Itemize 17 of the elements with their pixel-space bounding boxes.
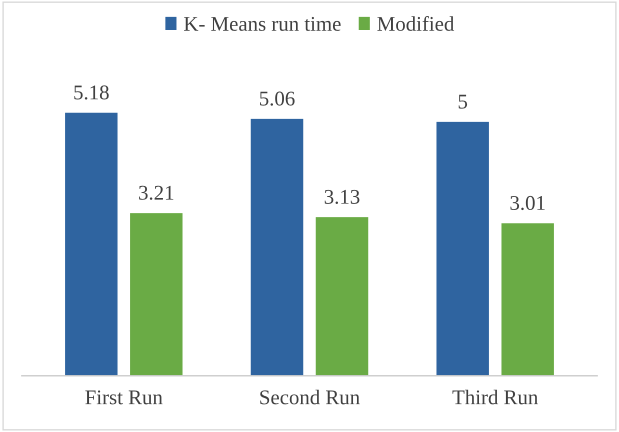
x-tick-label: First Run [85,390,163,404]
data-label: 5.06 [260,92,295,106]
data-label: 3.21 [139,186,174,200]
bar [64,111,119,376]
bar [314,216,370,376]
x-tick-label: Second Run [260,390,360,404]
x-tick-label: Third Run [452,390,538,404]
bar [249,117,305,376]
bar [500,222,556,376]
legend-label: K- Means run time [184,16,341,31]
bar [128,212,184,376]
data-label: 5.18 [74,85,109,100]
data-label: 3.13 [324,190,360,204]
bar [435,120,490,376]
data-label: 5 [458,94,468,109]
data-label: 3.01 [510,196,545,210]
legend-label: Modified [377,16,454,31]
